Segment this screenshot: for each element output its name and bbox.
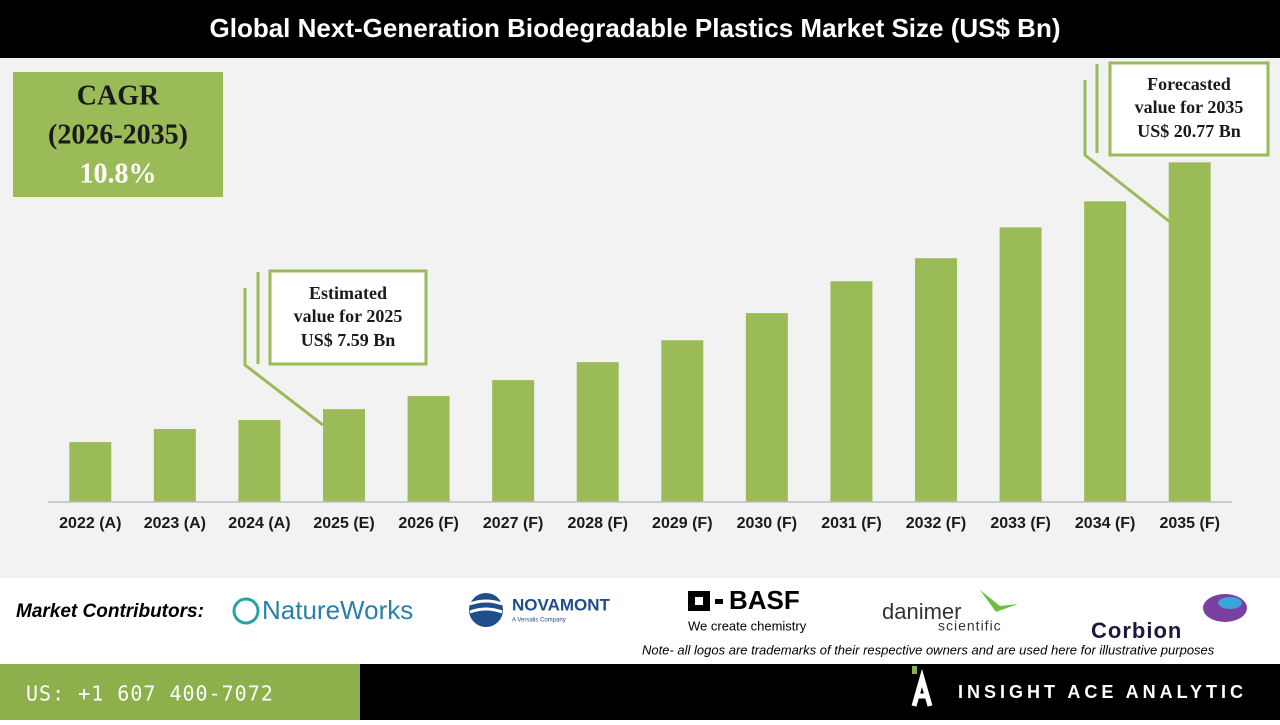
bar [492,380,535,502]
chart-title: Global Next-Generation Biodegradable Pla… [210,13,1061,43]
x-tick-label: 2030 (F) [737,515,797,532]
logo-text: A Versalis Company [512,618,566,624]
callout-text: Estimated [309,283,387,303]
logo-icon [695,597,703,605]
bar [830,281,873,502]
cagr-period: (2026-2035) [48,119,188,150]
footer-bg [360,664,1280,720]
bar [238,419,281,502]
callout-connector [243,288,324,427]
logo-text: danimer [882,599,961,624]
bar [1084,201,1127,502]
title-bar [0,0,1280,58]
logo-icon [980,590,1018,612]
callout-text: Forecasted [1147,74,1231,94]
x-tick-label: 2031 (F) [821,515,881,532]
footer-phone: US: +1 607 400-7072 [26,682,274,706]
contributors-label: Market Contributors: [16,601,204,622]
cagr-value: 10.8% [80,158,157,189]
callout-text: value for 2035 [1135,97,1244,117]
callout-text: value for 2025 [294,306,403,326]
callout-text: US$ 20.77 Bn [1137,121,1241,141]
bar [915,258,957,502]
footer-logo [912,666,917,674]
x-tick-label: 2027 (F) [483,515,543,532]
bar [745,313,788,502]
bar [69,442,112,502]
contributors-panel [0,578,1280,664]
logo-text: Corbion [1091,618,1182,643]
logo-icon [232,597,260,625]
x-tick-label: 2033 (F) [990,515,1050,532]
logo-icon [1218,597,1242,609]
logo-text: scientific [938,618,1002,634]
x-tick-label: 2029 (F) [652,515,712,532]
bar [1168,162,1211,502]
callout-box [1108,61,1270,157]
note: Note- all logos are trademarks of their … [642,642,1215,657]
logo-text: NOVAMONT [512,595,611,614]
x-tick-label: 2035 (F) [1159,515,1219,532]
x-tick-label: 2034 (F) [1075,515,1135,532]
callout-text: US$ 7.59 Bn [301,330,396,350]
logo-text: BASF [729,585,800,615]
bar [407,396,450,502]
x-tick-label: 2023 (A) [144,515,206,532]
bar [661,340,704,502]
bar [323,409,365,502]
cagr-label: CAGR [77,80,160,111]
footer-company: INSIGHT ACE ANALYTIC [958,682,1247,702]
cagr-box [13,72,223,197]
x-tick-label: 2032 (F) [906,515,966,532]
x-tick-label: 2028 (F) [567,515,627,532]
callout-connector [1083,80,1171,224]
logo-text: We create chemistry [688,618,807,633]
x-tick-label: 2022 (A) [59,515,121,532]
x-tick-label: 2025 (E) [313,515,374,532]
bar [153,428,196,502]
callout-box [268,269,428,366]
logo-icon [715,599,723,604]
footer-logo [911,668,933,707]
footer-phone-bg [0,664,360,720]
bar [999,227,1042,503]
logo-text: NatureWorks [262,595,413,625]
x-tick-label: 2026 (F) [398,515,458,532]
bar [576,362,619,502]
x-tick-label: 2024 (A) [228,515,290,532]
logo-icon [469,599,503,614]
